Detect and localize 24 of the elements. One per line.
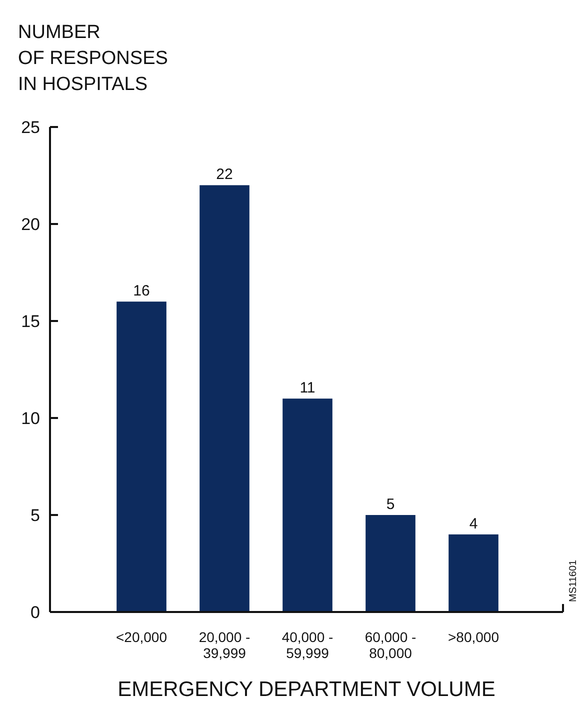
y-tick-label: 15 (21, 312, 40, 331)
y-tick-label: 10 (21, 408, 40, 428)
text: MS11601 (568, 559, 579, 602)
bar (366, 515, 416, 612)
y-axis-title: NUMBER OF RESPONSES IN HOSPITALS (18, 22, 168, 95)
data-label: 16 (133, 282, 150, 300)
bar (200, 185, 250, 612)
data-label: 4 (469, 515, 478, 532)
y-tick-label: 5 (30, 506, 40, 525)
x-tick-label: >80,000 (448, 629, 500, 645)
data-label: 5 (386, 496, 395, 513)
data-label: 11 (300, 380, 316, 397)
y-tick-label: 0 (30, 602, 40, 622)
bar (116, 302, 166, 612)
bar (282, 398, 332, 612)
y-tick-label: 25 (21, 118, 40, 137)
data-label: 22 (216, 166, 233, 184)
x-tick-label: 40,000 - 59,999 (282, 629, 334, 661)
x-axis-title: EMERGENCY DEPARTMENT VOLUME (118, 678, 496, 701)
x-tick-label: 60,000 - 80,000 (364, 629, 417, 661)
bar (448, 534, 498, 612)
x-tick-label: <20,000 (116, 629, 168, 645)
x-tick-label: 20,000 - 39,999 (198, 629, 251, 661)
y-tick-label: 20 (21, 214, 40, 234)
